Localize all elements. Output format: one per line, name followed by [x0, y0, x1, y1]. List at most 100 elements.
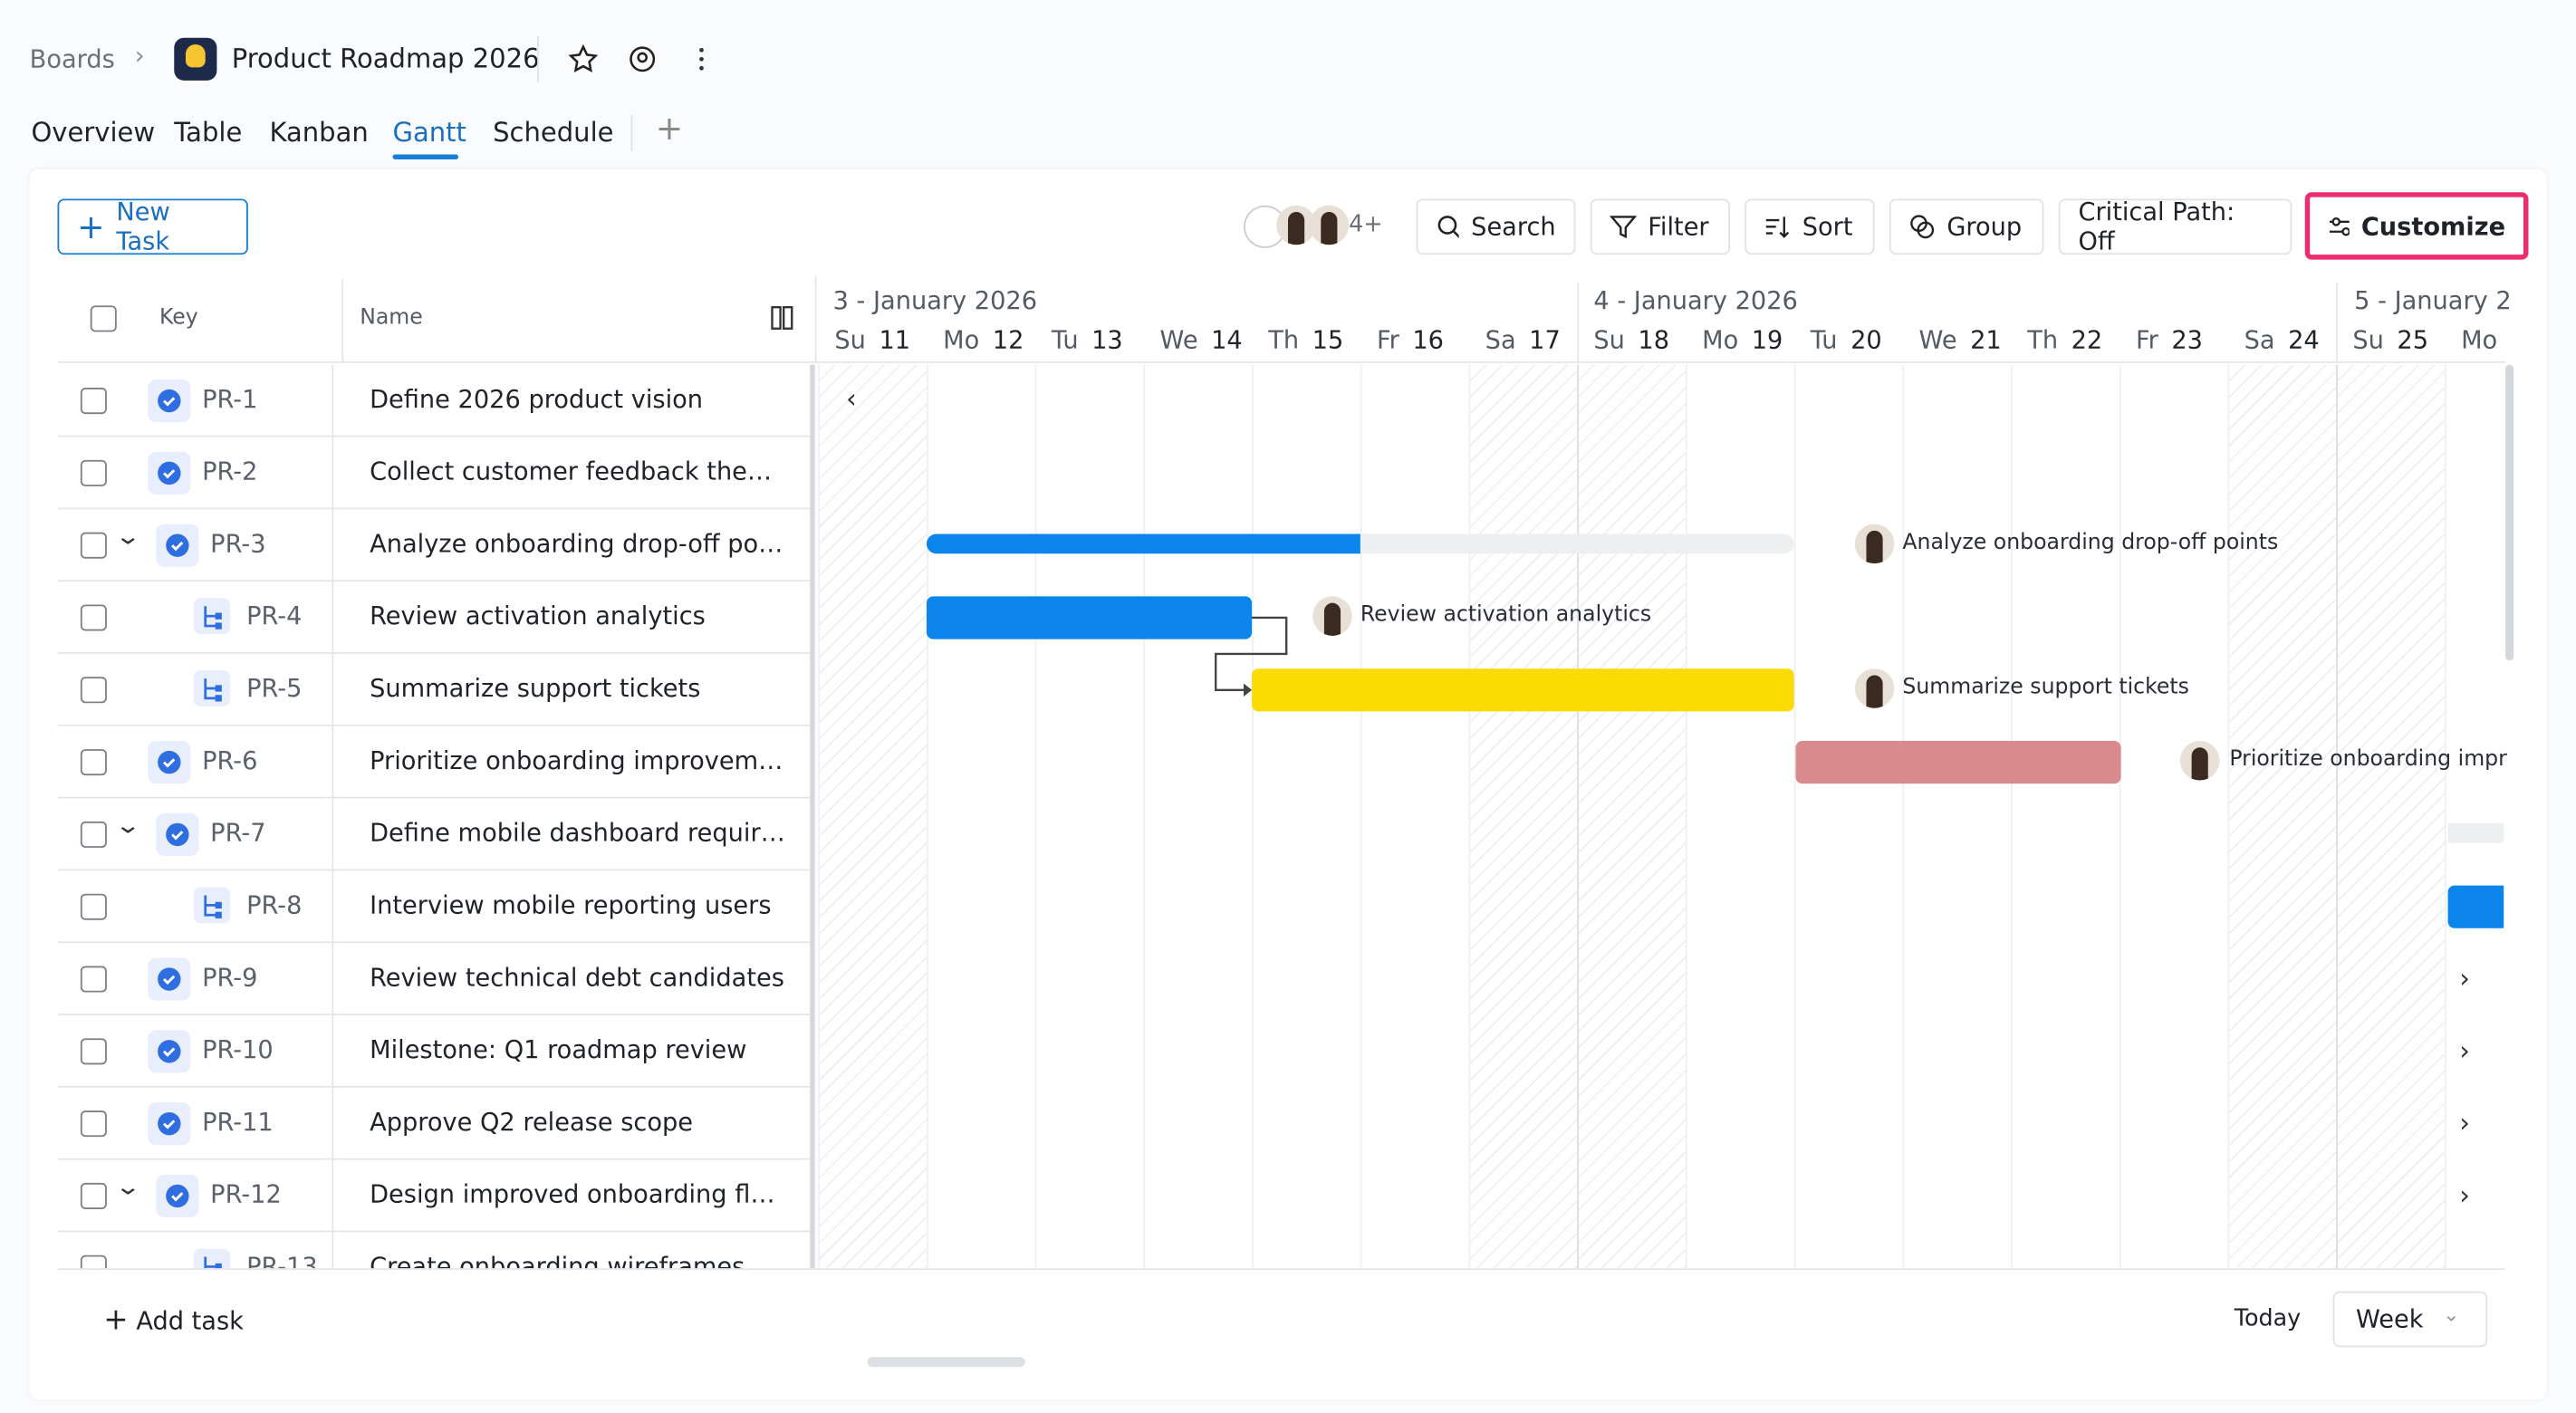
task-name[interactable]: Design improved onboarding fl…	[370, 1179, 775, 1209]
task-name[interactable]: Review technical debt candidates	[370, 962, 784, 993]
task-row[interactable]: PR-4 Review activation analytics	[57, 582, 811, 654]
panel-splitter[interactable]	[810, 364, 815, 1269]
task-row[interactable]: PR-5 Summarize support tickets	[57, 654, 811, 726]
week-gridline	[2336, 364, 2339, 1269]
task-name[interactable]: Approve Q2 release scope	[370, 1107, 693, 1138]
task-type-icon	[156, 812, 199, 856]
row-checkbox[interactable]	[80, 459, 107, 486]
scroll-to-bar[interactable]: ›	[2459, 1179, 2470, 1211]
column-header: Name	[360, 305, 423, 331]
row-checkbox[interactable]	[80, 1038, 107, 1065]
expand-toggle[interactable]: ⌄	[114, 524, 142, 551]
row-checkbox[interactable]	[80, 532, 107, 559]
search-button[interactable]: Search	[1416, 198, 1576, 255]
task-row[interactable]: PR-8 Interview mobile reporting users	[57, 870, 811, 944]
add-task-button[interactable]: + Add task	[103, 1302, 244, 1338]
task-row[interactable]: PR-9 Review technical debt candidates	[57, 943, 811, 1015]
row-checkbox[interactable]	[80, 604, 107, 631]
sort-button[interactable]: Sort	[1745, 198, 1875, 255]
more-button[interactable]	[687, 44, 716, 74]
gantt-bar[interactable]	[1795, 741, 2121, 784]
task-name[interactable]: Define 2026 product vision	[370, 384, 704, 415]
day-number: 20	[1850, 325, 1882, 355]
row-checkbox[interactable]	[80, 1182, 107, 1209]
task-type-icon	[148, 957, 191, 1001]
add-view-button[interactable]: +	[655, 108, 684, 149]
filter-button[interactable]: Filter	[1590, 198, 1730, 255]
gantt-bar-progress[interactable]	[926, 533, 1360, 554]
column-toggle[interactable]	[771, 305, 793, 332]
row-checkbox[interactable]	[80, 388, 107, 415]
scroll-left[interactable]: ‹	[846, 382, 857, 415]
watch-button[interactable]	[628, 44, 658, 74]
day-gridline	[1252, 364, 1254, 1269]
button-label: Filter	[1648, 211, 1709, 242]
task-row[interactable]: PR-2 Collect customer feedback the…	[57, 437, 811, 510]
task-row[interactable]: PR-11 Approve Q2 release scope	[57, 1088, 811, 1160]
task-name[interactable]: Review activation analytics	[370, 601, 706, 631]
expand-toggle[interactable]: ⌄	[114, 812, 142, 840]
task-row[interactable]: ⌄ PR-3 Analyze onboarding drop-off po…	[57, 509, 811, 582]
tab[interactable]: Gantt	[392, 116, 466, 149]
task-name[interactable]: Milestone: Q1 roadmap review	[370, 1034, 747, 1065]
scroll-to-bar[interactable]: ›	[2459, 1034, 2470, 1067]
critical-path-button[interactable]: Critical Path: Off	[2058, 197, 2292, 256]
row-checkbox[interactable]	[80, 893, 107, 920]
vertical-scrollbar[interactable]	[2505, 364, 2514, 661]
task-name[interactable]: Prioritize onboarding improvem…	[370, 745, 783, 776]
task-row[interactable]: PR-10 Milestone: Q1 roadmap review	[57, 1015, 811, 1088]
day-gridline	[1685, 364, 1687, 1269]
horizontal-scrollbar[interactable]	[867, 1357, 1025, 1368]
avatar[interactable]	[1309, 205, 1350, 245]
row-checkbox[interactable]	[80, 966, 107, 993]
day-label: Fr 16	[1377, 325, 1444, 355]
day-gridline	[2119, 364, 2121, 1269]
row-checkbox[interactable]	[80, 1110, 107, 1138]
task-row[interactable]: ⌄ PR-7 Define mobile dashboard requir…	[57, 799, 811, 871]
new-task-button[interactable]: + New Task	[57, 197, 248, 256]
group-button[interactable]: Group	[1889, 198, 2044, 255]
button-label: New Task	[116, 197, 170, 256]
task-row[interactable]: PR-13 Create onboarding wireframes	[57, 1232, 810, 1269]
scroll-to-bar[interactable]: ›	[2459, 1107, 2470, 1139]
customize-button[interactable]: Customize	[2304, 192, 2529, 260]
task-type-icon	[148, 379, 191, 423]
gantt-bar[interactable]	[2447, 885, 2504, 928]
task-name[interactable]: Analyze onboarding drop-off po…	[370, 529, 783, 559]
day-number: 15	[1312, 325, 1344, 355]
avatar[interactable]	[1276, 205, 1316, 245]
day-label: Mo 19	[1702, 325, 1783, 355]
task-name[interactable]: Collect customer feedback the…	[370, 457, 773, 486]
row-checkbox[interactable]	[80, 1254, 107, 1269]
task-row[interactable]: PR-6 Prioritize onboarding improvem…	[57, 726, 811, 799]
column-divider	[332, 364, 334, 1269]
tab[interactable]: Overview	[31, 116, 156, 149]
scroll-to-bar[interactable]: ›	[2459, 962, 2470, 995]
task-name[interactable]: Interview mobile reporting users	[370, 890, 772, 920]
row-checkbox[interactable]	[80, 677, 107, 704]
row-checkbox[interactable]	[80, 821, 107, 848]
day-number: 18	[1638, 325, 1670, 355]
gantt-body: PR-1 Define 2026 product vision PR-2 Collec…	[0, 364, 2576, 1269]
star-button[interactable]	[568, 43, 599, 74]
more-members[interactable]: 4+	[1349, 211, 1383, 239]
day-label: Sa 24	[2244, 325, 2320, 355]
task-row[interactable]: PR-1 Define 2026 product vision	[57, 365, 811, 437]
tab[interactable]: Table	[174, 116, 243, 149]
row-checkbox[interactable]	[80, 749, 107, 776]
task-name[interactable]: Create onboarding wireframes	[370, 1252, 745, 1269]
gantt-bar[interactable]	[926, 596, 1253, 639]
breadcrumb-link[interactable]: Boards	[29, 43, 115, 74]
select-all-checkbox[interactable]	[90, 305, 117, 332]
tab[interactable]: Kanban	[269, 116, 369, 149]
gantt-bar[interactable]	[1252, 668, 1794, 712]
expand-toggle[interactable]: ⌄	[114, 1174, 142, 1201]
task-row[interactable]: ⌄ PR-12 Design improved onboarding fl…	[57, 1160, 811, 1233]
tab[interactable]: Schedule	[493, 116, 614, 149]
gantt-bar-track[interactable]	[2447, 822, 2504, 843]
scale-dropdown[interactable]: Week ⌄	[2332, 1291, 2488, 1348]
footer-divider	[57, 1268, 2506, 1271]
today-button[interactable]: Today	[2234, 1305, 2302, 1332]
task-name[interactable]: Define mobile dashboard requir…	[370, 818, 785, 848]
task-name[interactable]: Summarize support tickets	[370, 673, 701, 704]
